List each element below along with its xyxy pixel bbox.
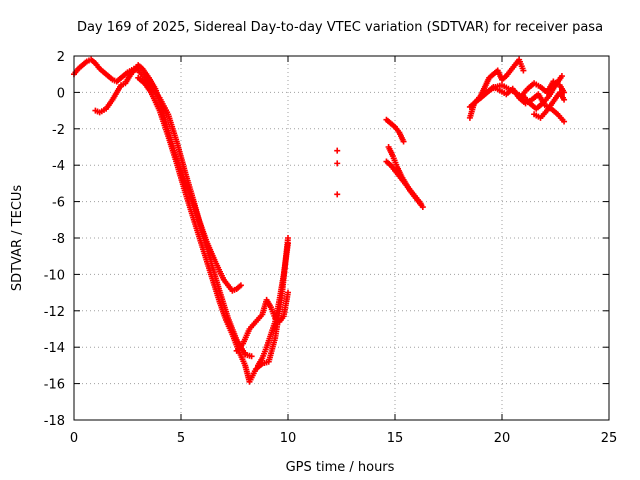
data-point — [334, 191, 341, 198]
series-track-c — [92, 62, 244, 294]
y-tick-label: -4 — [52, 159, 65, 174]
x-tick-label: 0 — [70, 431, 78, 446]
data-point — [520, 67, 527, 74]
data-point — [285, 235, 291, 241]
series-track-m — [531, 89, 568, 121]
y-tick-label: -16 — [44, 378, 65, 393]
data-point — [334, 160, 341, 167]
data-point — [419, 204, 426, 211]
y-tick-label: -12 — [44, 305, 65, 320]
x-tick-label: 15 — [387, 431, 404, 446]
data-points — [71, 56, 568, 385]
data-point — [334, 147, 341, 154]
data-point — [558, 73, 565, 80]
x-tick-label: 5 — [177, 431, 185, 446]
y-tick-label: 0 — [57, 86, 65, 101]
y-tick-label: -6 — [52, 196, 65, 211]
series-isolated — [334, 147, 341, 198]
data-point — [248, 353, 255, 360]
series-track-h — [383, 158, 424, 207]
series-track-f — [383, 116, 407, 145]
data-point — [417, 200, 424, 207]
y-tick-label: -18 — [44, 414, 65, 429]
x-tick-label: 20 — [494, 431, 511, 446]
chart-title: Day 169 of 2025, Sidereal Day-to-day VTE… — [77, 20, 603, 35]
data-point — [285, 240, 291, 247]
y-tick-label: 2 — [57, 50, 65, 65]
data-point — [285, 289, 291, 296]
series-track-a — [71, 56, 255, 360]
x-tick-label: 25 — [601, 431, 618, 446]
y-tick-label: -14 — [44, 341, 65, 356]
series-track-l — [520, 73, 565, 112]
data-point — [561, 118, 568, 125]
grid-lines — [74, 56, 609, 420]
y-tick-label: -2 — [52, 123, 65, 138]
data-point — [400, 138, 407, 145]
data-point — [561, 96, 568, 103]
y-tick-label: -10 — [44, 268, 65, 283]
y-axis-label: SDTVAR / TECUs — [10, 185, 25, 292]
x-axis-label: GPS time / hours — [286, 460, 395, 475]
series-track-e — [255, 240, 291, 369]
x-tick-label: 10 — [280, 431, 297, 446]
data-point — [237, 282, 244, 289]
y-tick-label: -8 — [52, 232, 65, 247]
